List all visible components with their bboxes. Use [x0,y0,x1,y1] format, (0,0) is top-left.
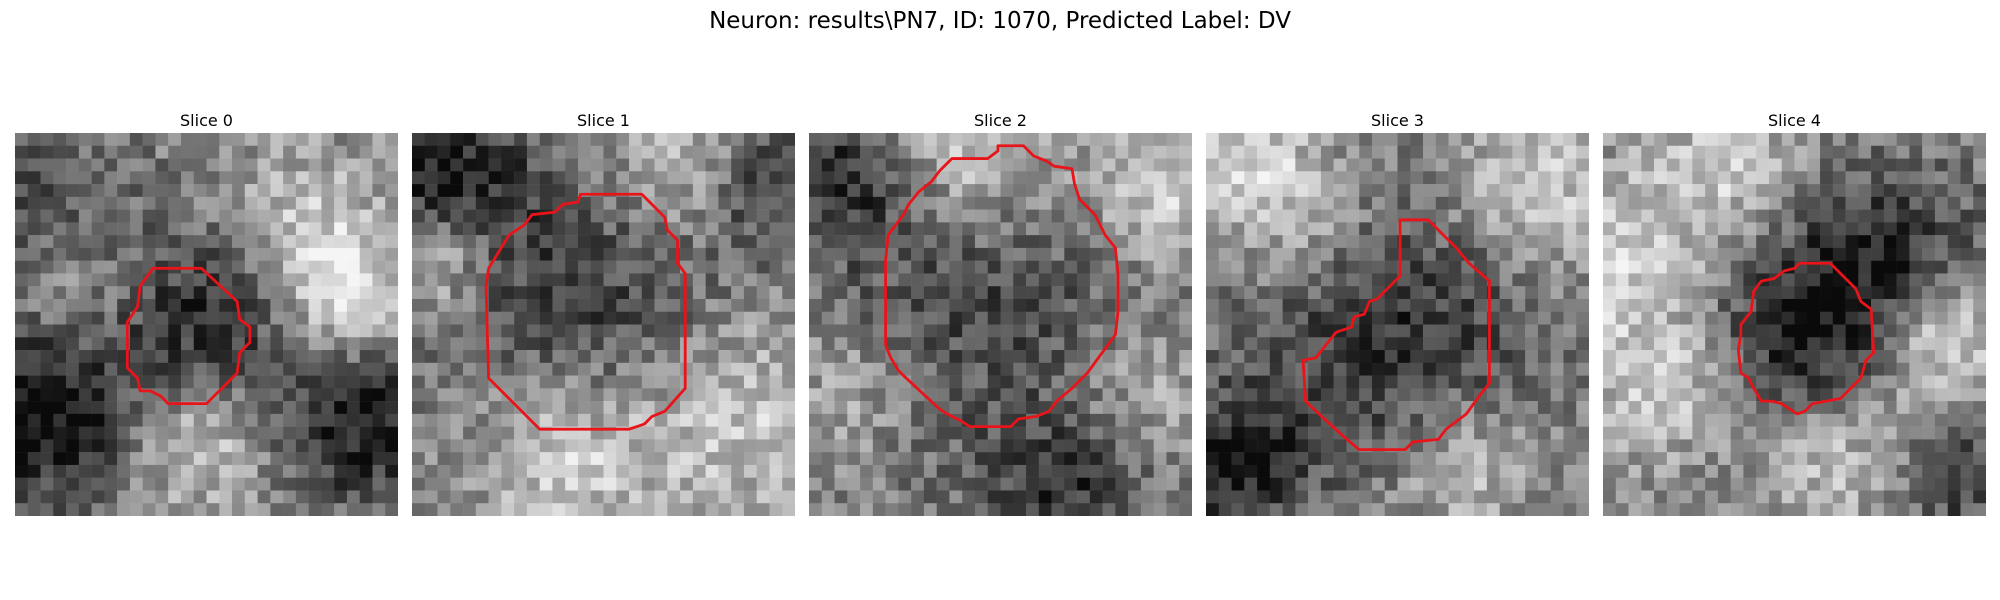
slice-title: Slice 2 [974,111,1027,130]
slice-panel-3: Slice 3 [1206,110,1589,516]
slice-image-3 [1206,133,1589,516]
cell-contour [1301,218,1491,452]
pixel-grid [15,133,398,516]
slice-image-0 [15,133,398,516]
slice-title: Slice 1 [577,111,630,130]
pixel-grid [412,133,795,516]
pixel-grid [1206,133,1589,516]
slice-image-2 [809,133,1192,516]
slice-title: Slice 3 [1371,111,1424,130]
cell-contour [884,144,1120,429]
slice-image-4 [1603,133,1986,516]
slice-image-1 [412,133,795,516]
slice-panel-2: Slice 2 [809,110,1192,516]
figure-title: Neuron: results\PN7, ID: 1070, Predicted… [709,8,1291,34]
cell-contour [1736,261,1876,416]
pixel-grid [1603,133,1986,516]
slice-panel-1: Slice 1 [412,110,795,516]
slice-title: Slice 0 [180,111,233,130]
slice-panel-0: Slice 0 [15,110,398,516]
pixel-grid [809,133,1192,516]
cell-contour [125,266,252,406]
cell-contour [484,192,687,431]
slice-title: Slice 4 [1768,111,1821,130]
slice-panel-4: Slice 4 [1603,110,1986,516]
